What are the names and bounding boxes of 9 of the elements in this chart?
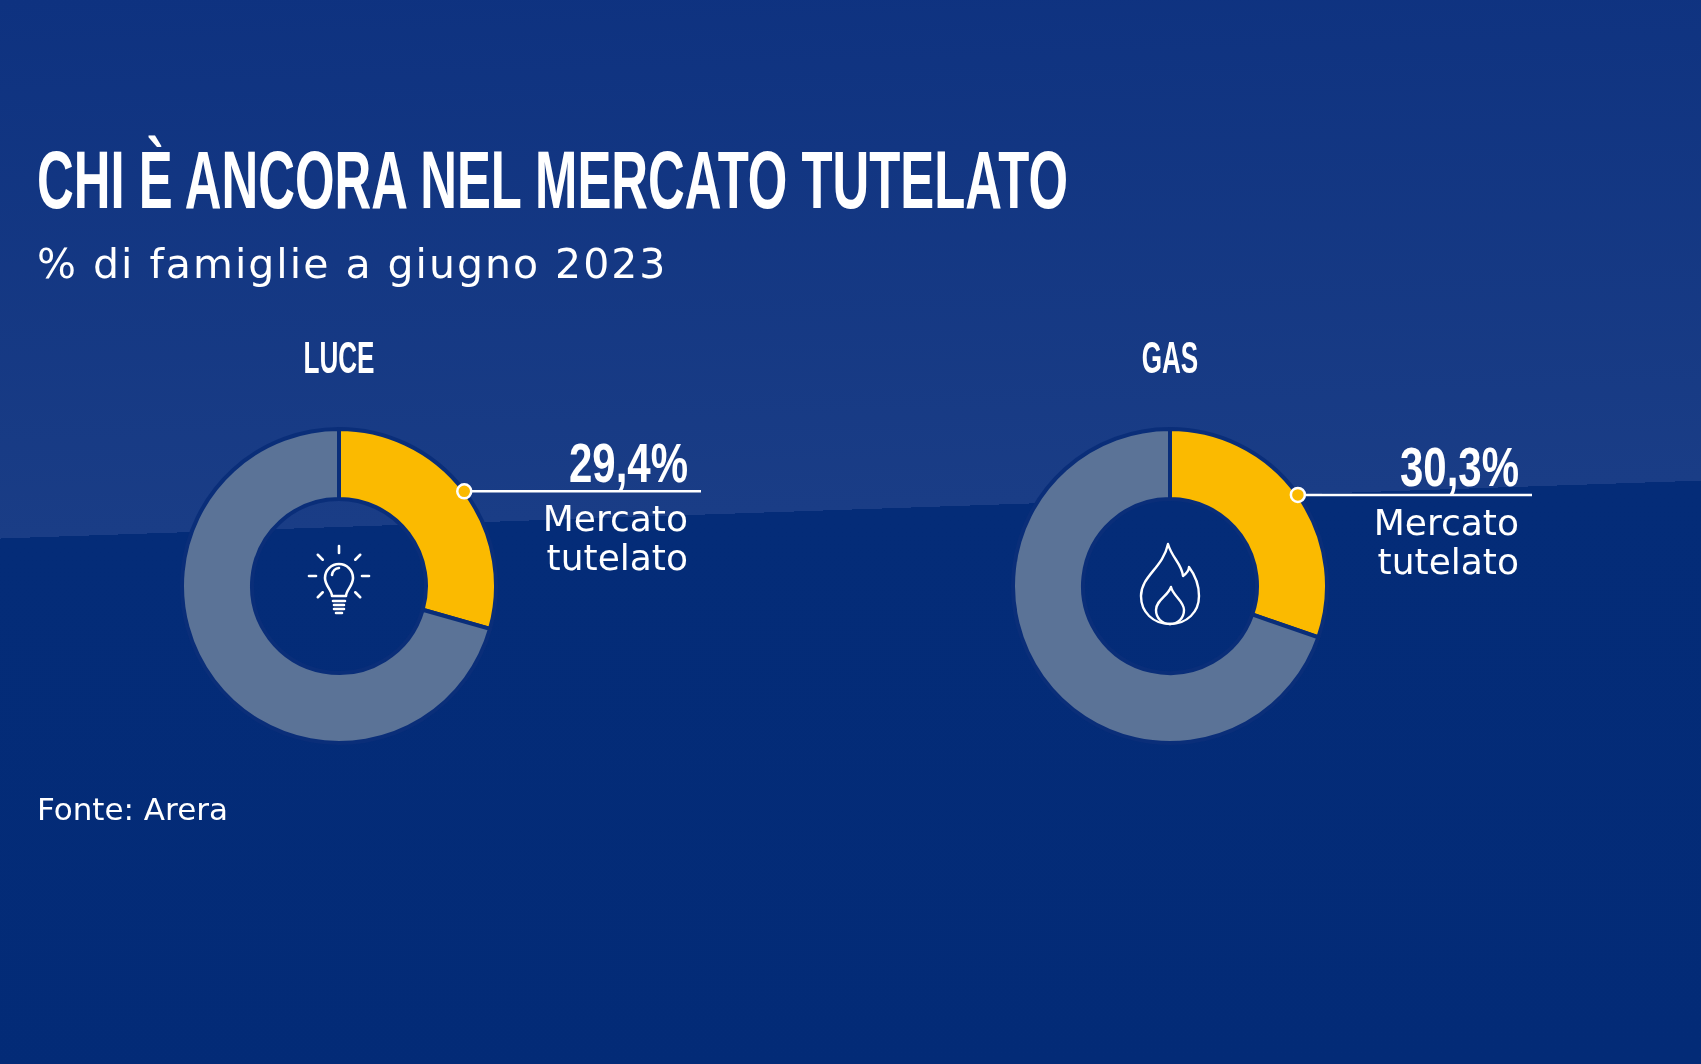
text: CHI È ANCORA NEL MERCATO TUTELATO [37,134,1068,225]
source-note: Fonte: Arera [37,791,228,827]
slice-label: Mercato tutelato [542,498,688,579]
text: % di famiglie a giugno 2023 [37,240,668,288]
slice-label: Mercato tutelato [1373,501,1519,582]
chart-title: LUCE [303,332,375,383]
data-label: 30,3% [1399,435,1519,498]
chart-title: GAS [1141,332,1199,383]
data-label: 29,4% [568,431,688,494]
